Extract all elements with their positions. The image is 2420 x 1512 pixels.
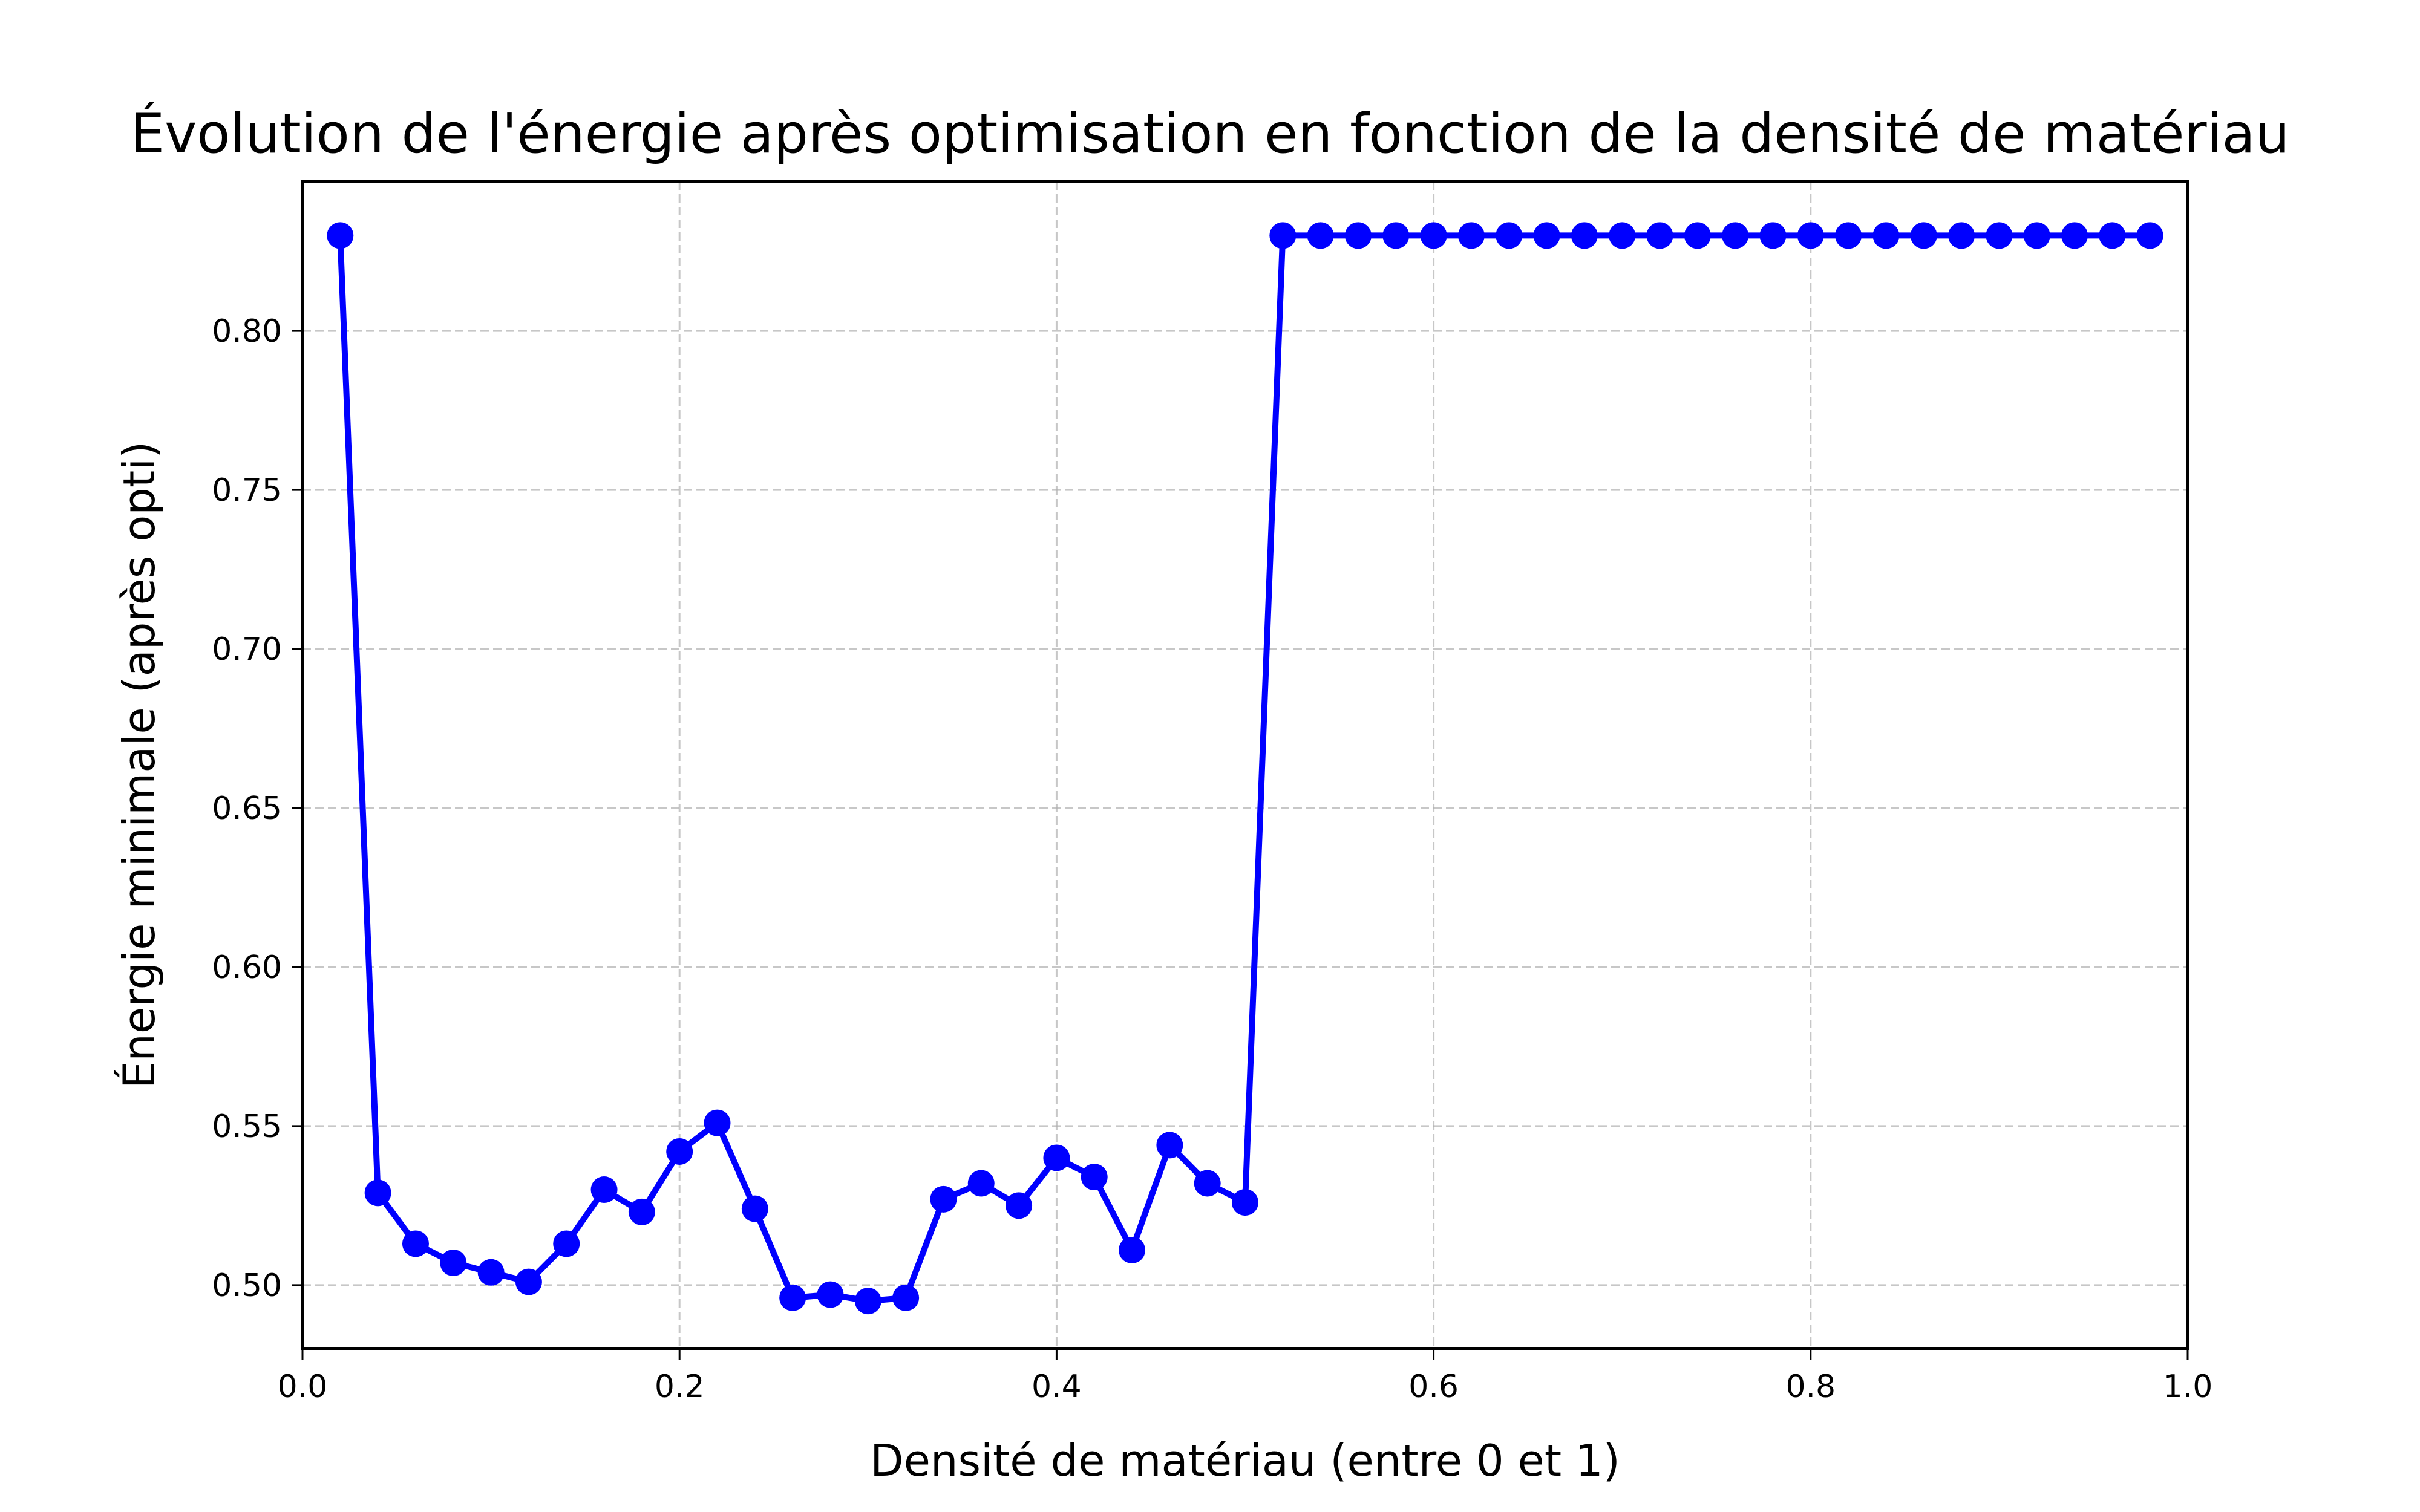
data-point bbox=[1797, 222, 1824, 249]
data-point bbox=[666, 1138, 693, 1165]
y-tick-label: 0.80 bbox=[212, 313, 282, 350]
data-point bbox=[1835, 222, 1862, 249]
x-tick-label: 0.2 bbox=[655, 1369, 705, 1405]
data-point bbox=[1043, 1144, 1070, 1171]
data-point bbox=[1382, 222, 1410, 249]
y-tick-label: 0.60 bbox=[212, 950, 282, 986]
data-point bbox=[1948, 222, 1975, 249]
data-point bbox=[930, 1185, 957, 1213]
data-point bbox=[1307, 222, 1334, 249]
y-tick-label: 0.75 bbox=[212, 472, 282, 509]
data-point bbox=[817, 1281, 844, 1308]
data-point bbox=[628, 1198, 655, 1225]
data-point bbox=[1722, 222, 1749, 249]
x-tick-label: 0.6 bbox=[1408, 1369, 1459, 1405]
y-tick-label: 0.50 bbox=[212, 1268, 282, 1304]
data-point bbox=[1609, 222, 1636, 249]
data-point bbox=[704, 1109, 731, 1136]
data-point bbox=[892, 1284, 920, 1311]
data-point bbox=[553, 1230, 580, 1257]
data-point bbox=[1420, 222, 1447, 249]
data-point bbox=[779, 1284, 806, 1311]
plot-area-frame bbox=[301, 180, 2189, 1350]
data-point bbox=[1646, 222, 1673, 249]
data-point bbox=[1344, 222, 1372, 249]
data-point bbox=[1571, 222, 1598, 249]
data-point bbox=[2061, 222, 2088, 249]
data-point bbox=[1006, 1192, 1033, 1219]
data-point bbox=[2136, 222, 2163, 249]
data-point bbox=[1986, 222, 2013, 249]
data-point bbox=[1684, 222, 1711, 249]
y-tick-label: 0.55 bbox=[212, 1109, 282, 1145]
data-point bbox=[1232, 1189, 1258, 1216]
data-point bbox=[1194, 1170, 1221, 1197]
y-tick-label: 0.70 bbox=[212, 631, 282, 668]
y-axis-title: Énergie minimale (après opti) bbox=[114, 442, 165, 1089]
data-point bbox=[2023, 222, 2050, 249]
data-point bbox=[1457, 222, 1485, 249]
x-axis-ticks: 0.0 0.2 0.4 0.6 0.8 1.0 bbox=[278, 1349, 2213, 1405]
chart-title: Évolution de l'énergie après optimisatio… bbox=[130, 101, 2289, 166]
data-point bbox=[1872, 222, 1900, 249]
data-point bbox=[515, 1268, 542, 1295]
data-point bbox=[1910, 222, 1937, 249]
data-point bbox=[1759, 222, 1787, 249]
data-point bbox=[327, 222, 354, 249]
x-tick-label: 1.0 bbox=[2163, 1369, 2213, 1405]
x-tick-label: 0.8 bbox=[1785, 1369, 1836, 1405]
data-point bbox=[1156, 1132, 1183, 1159]
data-point bbox=[402, 1230, 429, 1257]
data-point bbox=[477, 1259, 505, 1286]
y-tick-label: 0.65 bbox=[212, 790, 282, 827]
data-point bbox=[854, 1288, 881, 1315]
data-point bbox=[1269, 222, 1297, 249]
data-point bbox=[741, 1195, 768, 1222]
data-point bbox=[1081, 1164, 1108, 1191]
data-point bbox=[1496, 222, 1523, 249]
series-layer bbox=[327, 222, 2163, 1315]
x-tick-label: 0.0 bbox=[278, 1369, 328, 1405]
x-tick-label: 0.4 bbox=[1032, 1369, 1082, 1405]
data-point bbox=[364, 1179, 391, 1207]
data-point bbox=[440, 1250, 467, 1277]
data-point bbox=[1119, 1236, 1146, 1263]
data-point bbox=[590, 1176, 618, 1204]
data-point bbox=[1533, 222, 1560, 249]
x-axis-title: Densité de matériau (entre 0 et 1) bbox=[870, 1435, 1620, 1486]
y-axis-ticks: 0.50 0.55 0.60 0.65 0.70 0.75 0.80 bbox=[212, 313, 302, 1304]
data-point bbox=[2099, 222, 2126, 249]
data-point bbox=[967, 1170, 995, 1197]
